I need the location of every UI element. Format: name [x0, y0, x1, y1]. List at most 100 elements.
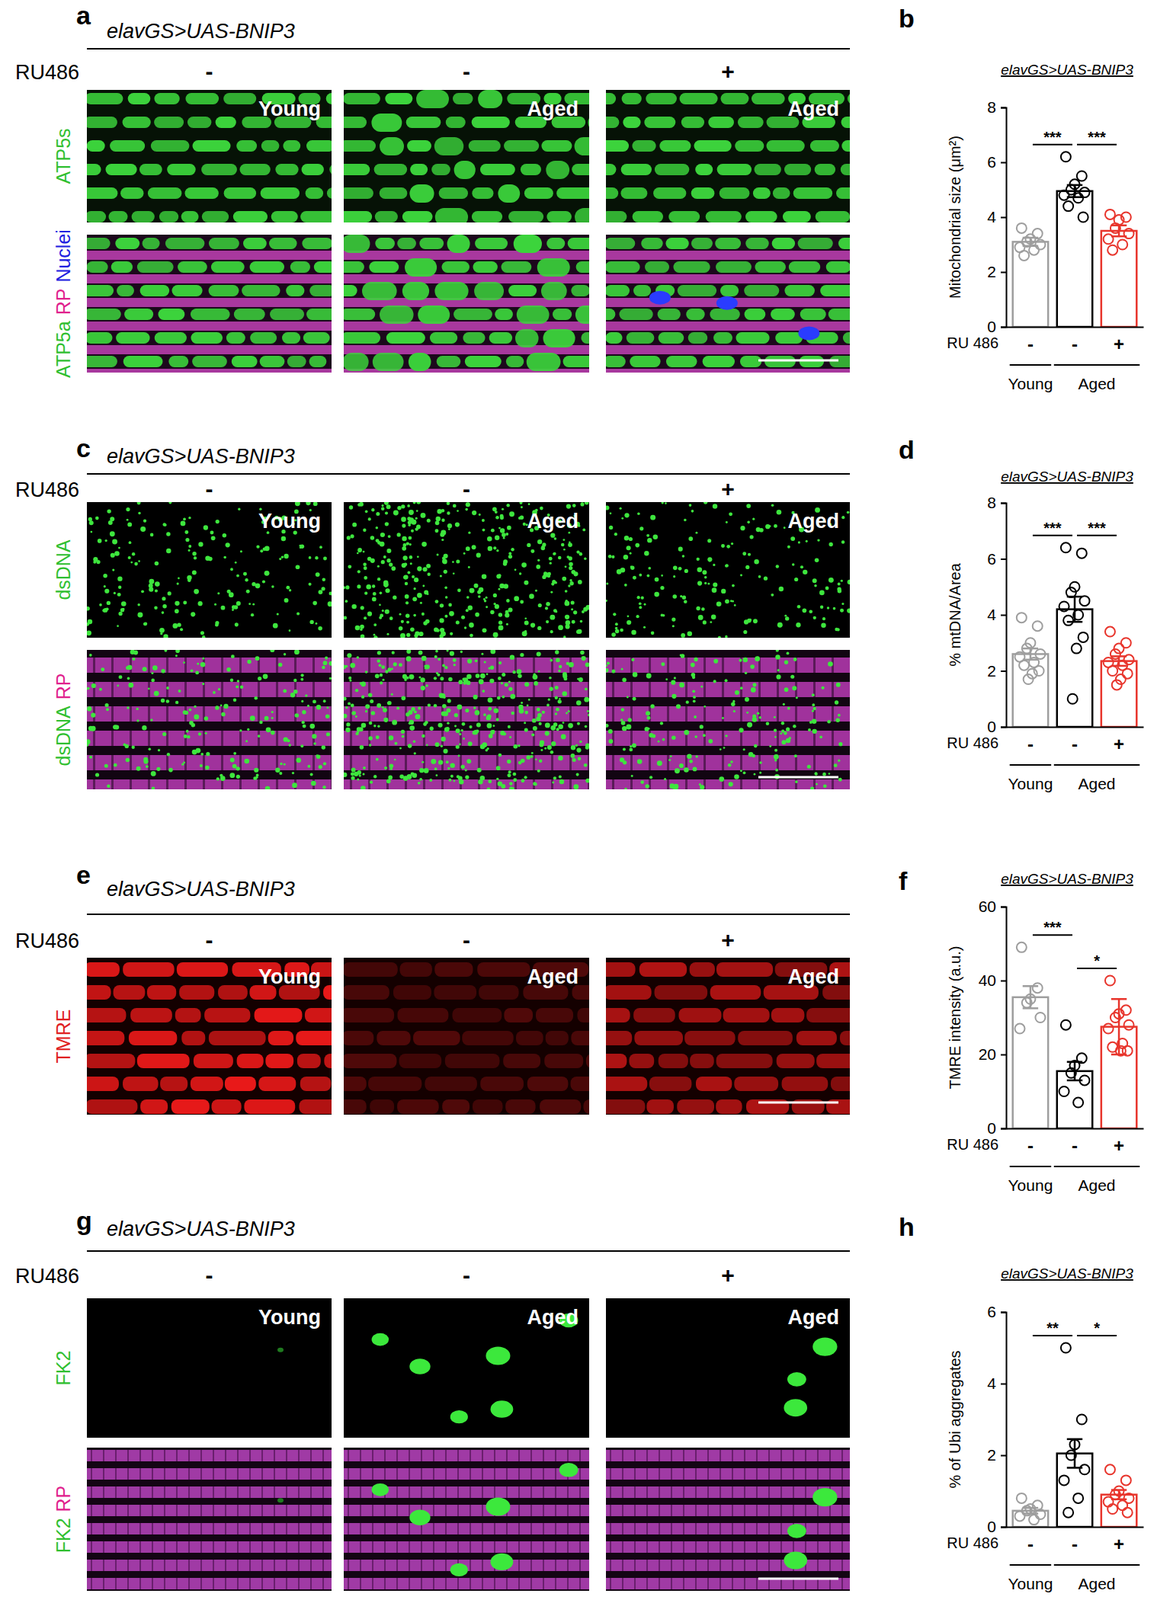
micrograph-feature — [278, 772, 283, 776]
micrograph-feature — [185, 538, 190, 542]
micrograph-feature — [483, 713, 487, 717]
micrograph-feature — [605, 285, 630, 297]
micrograph-feature — [154, 581, 161, 587]
header-rule — [86, 473, 850, 475]
micrograph-feature — [494, 308, 513, 321]
micrograph-feature — [236, 775, 241, 779]
micrograph-feature — [442, 261, 470, 273]
micrograph-feature — [794, 730, 798, 747]
micrograph-feature — [424, 666, 427, 670]
micrograph-feature — [605, 140, 629, 152]
micrograph-feature — [106, 784, 111, 789]
micrograph-feature — [660, 586, 664, 590]
micrograph-feature — [506, 623, 509, 626]
micrograph-feature — [275, 706, 279, 722]
micrograph-feature — [257, 706, 260, 722]
micrograph-feature — [724, 734, 728, 738]
micrograph-feature — [426, 592, 430, 596]
micrograph-feature — [321, 745, 326, 750]
micrograph-feature — [373, 724, 376, 728]
micrograph-feature — [205, 752, 210, 757]
micrograph-feature — [753, 559, 759, 565]
micrograph-feature — [520, 759, 526, 764]
micrograph-feature — [401, 536, 407, 542]
micrograph-feature — [653, 535, 658, 540]
micrograph-feature — [839, 608, 844, 613]
micrograph-feature — [369, 781, 373, 785]
micrograph-feature — [724, 564, 728, 568]
micrograph-feature — [493, 632, 499, 638]
micrograph-feature — [766, 140, 805, 152]
micrograph-feature — [406, 116, 442, 129]
micrograph-feature — [629, 355, 661, 368]
micrograph-feature — [361, 695, 365, 699]
micrograph-feature — [233, 752, 237, 756]
micrograph-feature — [530, 755, 534, 759]
micrograph-feature — [538, 759, 542, 763]
micrograph-feature — [696, 557, 700, 561]
micrograph-feature — [329, 163, 332, 176]
micrograph-feature — [129, 730, 132, 747]
micrograph-feature — [249, 715, 256, 722]
micrograph-feature — [446, 502, 450, 506]
micrograph-feature — [545, 602, 551, 607]
micrograph-feature — [480, 775, 486, 782]
micrograph-feature — [373, 634, 376, 637]
micrograph-feature — [264, 570, 270, 577]
micrograph-feature — [794, 779, 798, 790]
micrograph-feature — [614, 532, 618, 536]
micrograph-feature — [465, 546, 471, 552]
micrograph-feature — [490, 730, 495, 735]
micrograph-feature — [108, 211, 128, 223]
micrograph-feature — [580, 332, 590, 344]
micrograph-feature — [551, 582, 555, 586]
micrograph-feature — [343, 234, 590, 373]
micrograph-feature — [373, 623, 377, 627]
micrograph-feature — [259, 549, 263, 553]
micrograph-feature — [467, 566, 471, 569]
micrograph-feature — [658, 332, 685, 344]
micrograph-feature — [142, 666, 148, 672]
micrograph-feature — [345, 706, 348, 709]
micrograph-feature — [156, 767, 161, 772]
micrograph-feature — [394, 742, 398, 746]
micrograph-feature — [503, 140, 539, 152]
micrograph-feature — [368, 706, 371, 722]
micrograph-feature — [569, 706, 572, 722]
micrograph-feature — [417, 305, 450, 324]
micrograph-feature — [416, 89, 449, 109]
micrograph-feature — [474, 237, 508, 250]
micrograph-feature — [275, 779, 279, 790]
micrograph-feature — [568, 566, 573, 571]
micrograph-feature — [582, 528, 586, 532]
micrograph-feature — [328, 661, 332, 667]
micrograph-feature — [235, 685, 239, 689]
micrograph-feature — [275, 768, 280, 773]
micrograph-feature — [577, 756, 582, 761]
micrograph-feature — [241, 285, 280, 297]
micrograph-feature — [343, 89, 590, 223]
micrograph-feature — [294, 730, 297, 747]
micrograph-feature — [646, 534, 650, 538]
micrograph-feature — [448, 778, 452, 783]
micrograph-feature — [680, 633, 686, 638]
micrograph-feature — [223, 556, 227, 560]
micrograph-feature — [535, 589, 538, 593]
micrograph-feature — [452, 504, 457, 509]
micrograph-feature — [605, 237, 635, 250]
micrograph-feature — [131, 552, 135, 556]
micrograph-feature — [661, 502, 664, 505]
micrograph-feature — [558, 665, 562, 669]
micrograph-feature — [309, 355, 327, 368]
micrograph-feature — [102, 608, 106, 613]
micrograph-feature — [256, 774, 260, 778]
micrograph-feature — [418, 631, 424, 637]
condition-label: - — [205, 58, 214, 84]
micrograph-feature — [404, 594, 410, 600]
panel-header: elavGS>UAS-BNIP3 — [106, 445, 295, 468]
micrograph-feature — [374, 673, 380, 679]
micrograph-feature — [612, 706, 615, 722]
micrograph-feature — [745, 211, 778, 223]
micrograph-feature — [104, 764, 109, 769]
micrograph-feature — [481, 689, 485, 693]
